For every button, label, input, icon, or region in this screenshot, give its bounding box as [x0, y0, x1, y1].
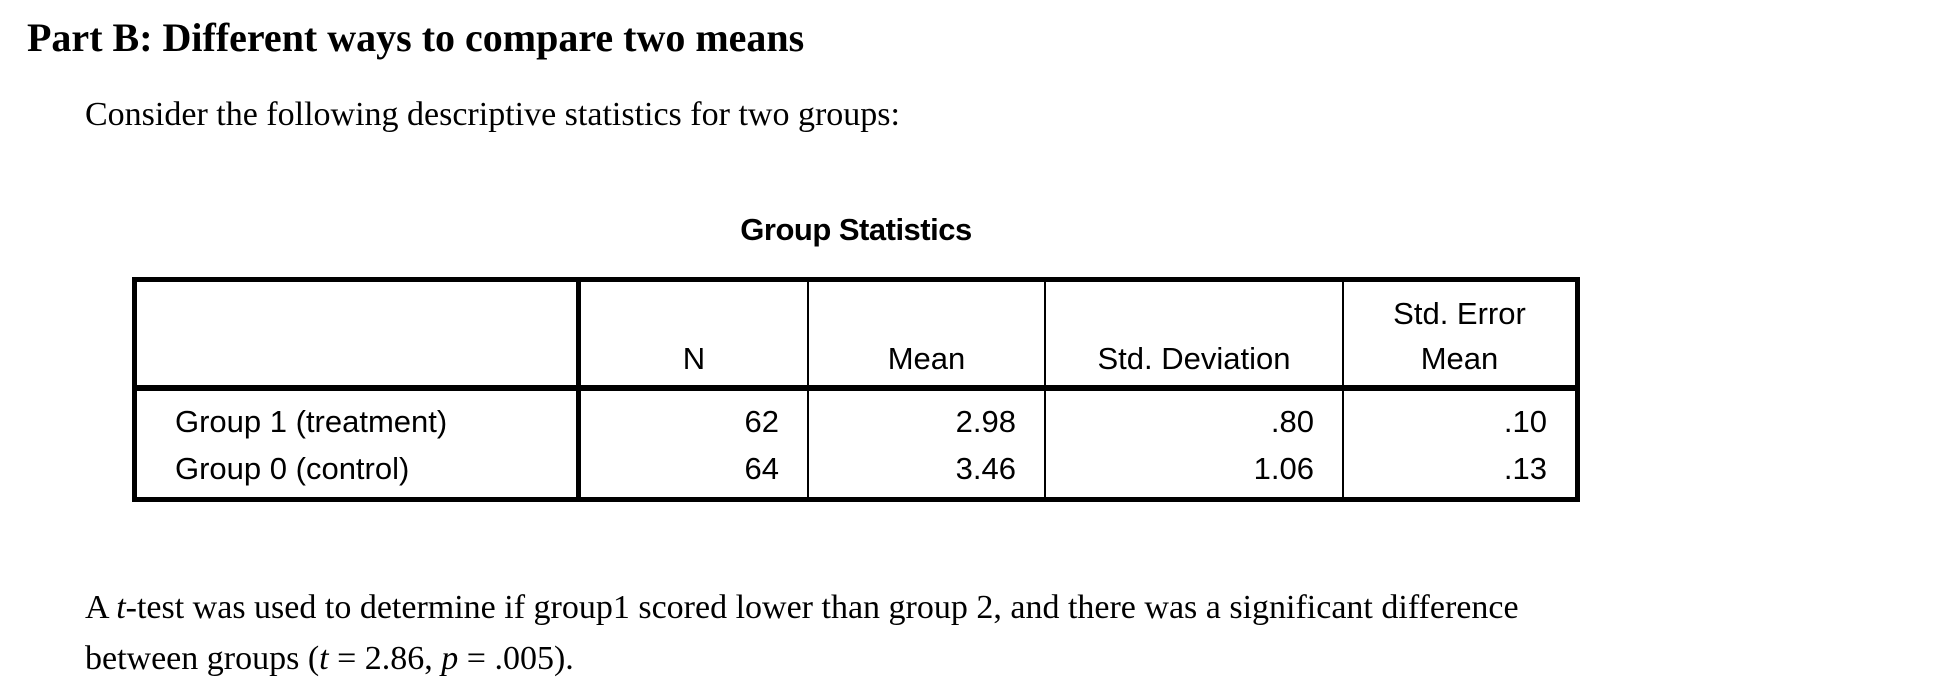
column-std-error-mean-values: .10 .13 — [1344, 391, 1575, 497]
column-std-deviation-values: .80 1.06 — [1046, 391, 1344, 497]
italic-t-symbol: t — [319, 640, 329, 677]
table-title: Group Statistics — [740, 212, 972, 247]
cell-std-error-mean-group-1: .10 — [1503, 404, 1547, 439]
italic-t-symbol: t — [116, 589, 126, 626]
column-row-labels: Group 1 (treatment) Group 0 (control) — [137, 391, 581, 497]
cell-std-deviation-group-1: .80 — [1270, 404, 1314, 439]
italic-p-symbol: p — [441, 640, 459, 677]
cell-n-group-1: 62 — [744, 404, 779, 439]
header-label-line1: Std. Error — [1393, 296, 1526, 331]
column-n-values: 62 64 — [581, 391, 809, 497]
row-label-group-0-control: Group 0 (control) — [175, 451, 410, 486]
row-label-group-1-treatment: Group 1 (treatment) — [175, 404, 448, 439]
intro-paragraph: Consider the following descriptive stati… — [85, 96, 900, 133]
conclusion-text: = .005). — [458, 640, 574, 677]
header-cell-row-label — [137, 282, 581, 391]
header-label-line2: Mean — [1420, 341, 1499, 376]
conclusion-text: between groups ( — [85, 640, 320, 677]
cell-mean-group-0: 3.46 — [955, 451, 1016, 486]
cell-std-error-mean-group-0: .13 — [1503, 451, 1547, 486]
header-label: N — [682, 341, 706, 376]
header-cell-mean: Mean — [809, 282, 1046, 391]
conclusion-line-2: between groups (t = 2.86, p = .005). — [85, 633, 1519, 684]
group-statistics-table: N Mean Std. Deviation Std. Error Mean Gr… — [132, 277, 1580, 502]
conclusion-text: -test was used to determine if group1 sc… — [125, 589, 1519, 626]
cell-std-deviation-group-0: 1.06 — [1253, 451, 1314, 486]
cell-mean-group-1: 2.98 — [955, 404, 1016, 439]
conclusion-text: A — [85, 589, 117, 626]
header-cell-std-error-mean: Std. Error Mean — [1344, 282, 1575, 391]
header-cell-n: N — [581, 282, 809, 391]
cell-n-group-0: 64 — [744, 451, 779, 486]
header-label: Mean — [887, 341, 966, 376]
header-label: Std. Deviation — [1097, 341, 1291, 376]
section-heading: Part B: Different ways to compare two me… — [27, 15, 805, 60]
header-cell-std-deviation: Std. Deviation — [1046, 282, 1344, 391]
column-mean-values: 2.98 3.46 — [809, 391, 1046, 497]
conclusion-text: = 2.86, — [328, 640, 442, 677]
conclusion-paragraph: A t-test was used to determine if group1… — [85, 582, 1519, 684]
conclusion-line-1: A t-test was used to determine if group1… — [85, 582, 1519, 633]
